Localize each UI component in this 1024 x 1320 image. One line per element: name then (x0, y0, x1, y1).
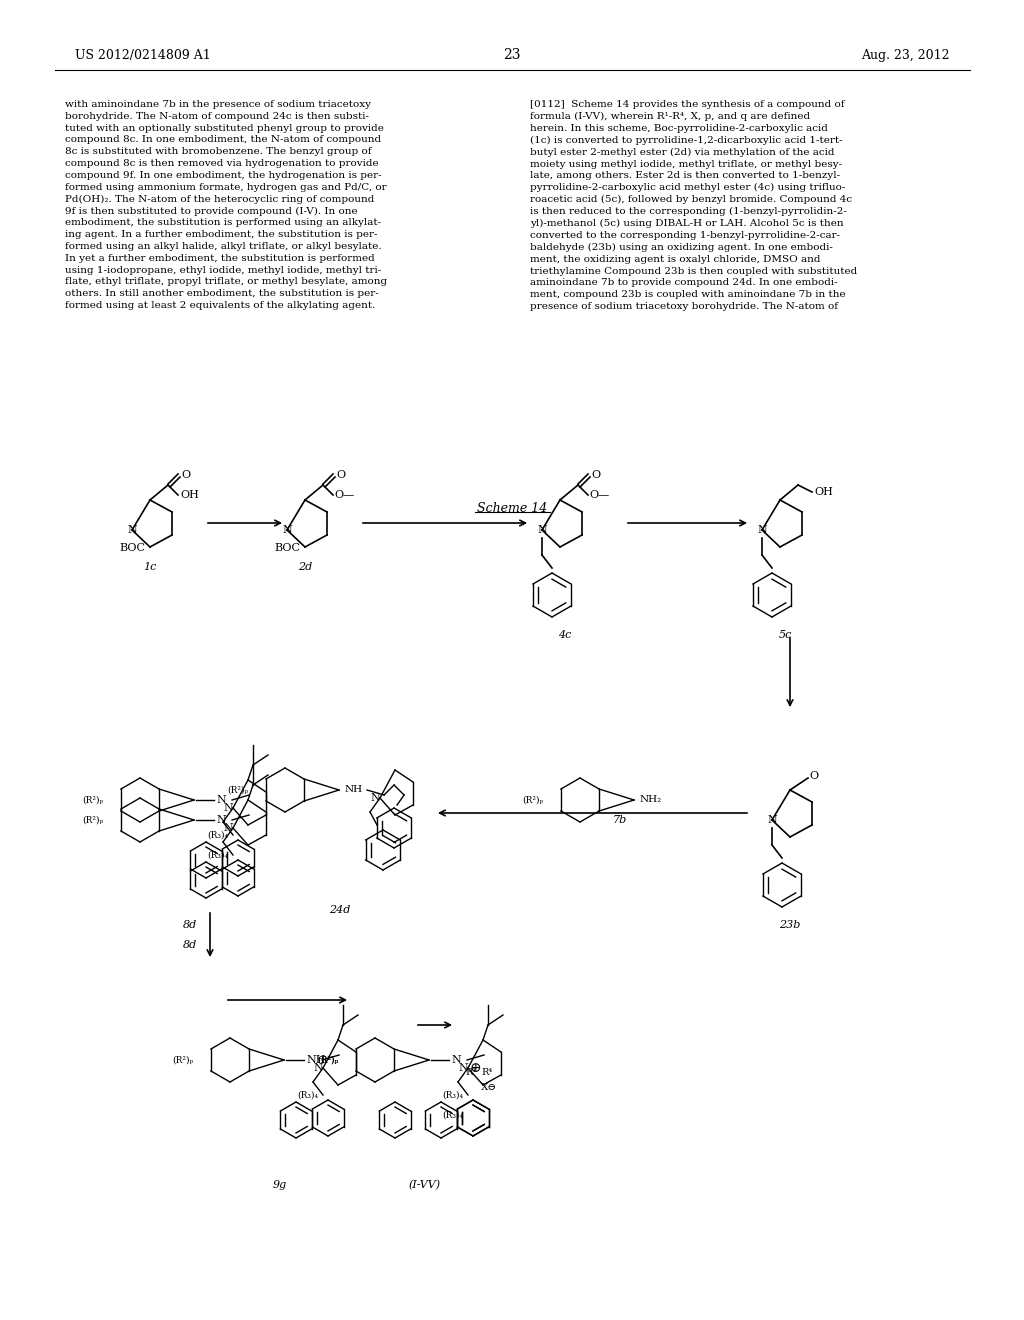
Text: 2d: 2d (298, 562, 312, 572)
Text: N: N (223, 803, 233, 813)
Text: BOC: BOC (274, 543, 300, 553)
Text: (R₃)₄: (R₃)₄ (208, 850, 228, 859)
Text: N: N (216, 795, 226, 805)
Text: (R²)ₚ: (R²)ₚ (522, 796, 543, 804)
Text: US 2012/0214809 A1: US 2012/0214809 A1 (75, 49, 211, 62)
Text: with aminoindane 7b in the presence of sodium triacetoxy
borohydride. The N-atom: with aminoindane 7b in the presence of s… (65, 100, 387, 310)
Text: (R₃)₄: (R₃)₄ (297, 1090, 318, 1100)
Text: (R²)ₚ: (R²)ₚ (82, 796, 103, 804)
Text: OH: OH (180, 490, 199, 500)
Text: 9g: 9g (272, 1180, 287, 1191)
Text: (R²)ₚ: (R²)ₚ (227, 785, 248, 795)
Text: N: N (313, 1063, 323, 1073)
Text: 23b: 23b (779, 920, 801, 931)
Text: O: O (181, 470, 190, 480)
Text: Scheme 14: Scheme 14 (477, 502, 547, 515)
Text: (R₃)₄: (R₃)₄ (442, 1090, 464, 1100)
Text: N: N (538, 525, 547, 535)
Text: 7b: 7b (613, 814, 627, 825)
Text: 5c: 5c (778, 630, 792, 640)
Text: (I-VV): (I-VV) (409, 1180, 441, 1191)
Text: O—: O— (334, 490, 354, 500)
Text: 8d: 8d (183, 920, 198, 931)
Text: N: N (283, 525, 292, 535)
Text: NH: NH (306, 1055, 326, 1065)
Text: NH₂: NH₂ (639, 796, 662, 804)
Text: (R²)ₚ: (R²)ₚ (82, 816, 103, 825)
Text: N: N (371, 793, 380, 803)
Text: (R₃)₄: (R₃)₄ (442, 1110, 464, 1119)
Text: N: N (459, 1063, 468, 1073)
Text: 1c: 1c (143, 562, 157, 572)
Text: (R²)ₚ: (R²)ₚ (316, 1056, 338, 1064)
Text: 8d: 8d (183, 940, 198, 950)
Text: N: N (451, 1055, 461, 1065)
Text: (R²)ₚ: (R²)ₚ (316, 1056, 338, 1064)
Text: N: N (216, 814, 226, 825)
Text: R⁴: R⁴ (481, 1068, 493, 1077)
Text: OH: OH (814, 487, 833, 498)
Text: NH: NH (344, 785, 362, 795)
Text: 23: 23 (503, 48, 521, 62)
Text: O: O (336, 470, 345, 480)
Text: (R₃)₄: (R₃)₄ (208, 830, 228, 840)
Text: O—: O— (589, 490, 609, 500)
Text: 4c: 4c (558, 630, 571, 640)
Text: (R²)ₚ: (R²)ₚ (172, 1056, 193, 1064)
Text: N: N (767, 814, 777, 825)
Text: O: O (591, 470, 600, 480)
Text: X⊖: X⊖ (481, 1082, 497, 1092)
Text: R¹: R¹ (466, 1068, 477, 1077)
Text: ⊕: ⊕ (469, 1061, 481, 1074)
Text: 24d: 24d (330, 906, 350, 915)
Text: N: N (223, 822, 233, 833)
Text: N: N (757, 525, 767, 535)
Text: O: O (809, 771, 818, 781)
Text: N: N (127, 525, 137, 535)
Text: [0112]  Scheme 14 provides the synthesis of a compound of
formula (I-VV), wherei: [0112] Scheme 14 provides the synthesis … (530, 100, 857, 312)
Text: Aug. 23, 2012: Aug. 23, 2012 (861, 49, 950, 62)
Text: BOC: BOC (119, 543, 145, 553)
